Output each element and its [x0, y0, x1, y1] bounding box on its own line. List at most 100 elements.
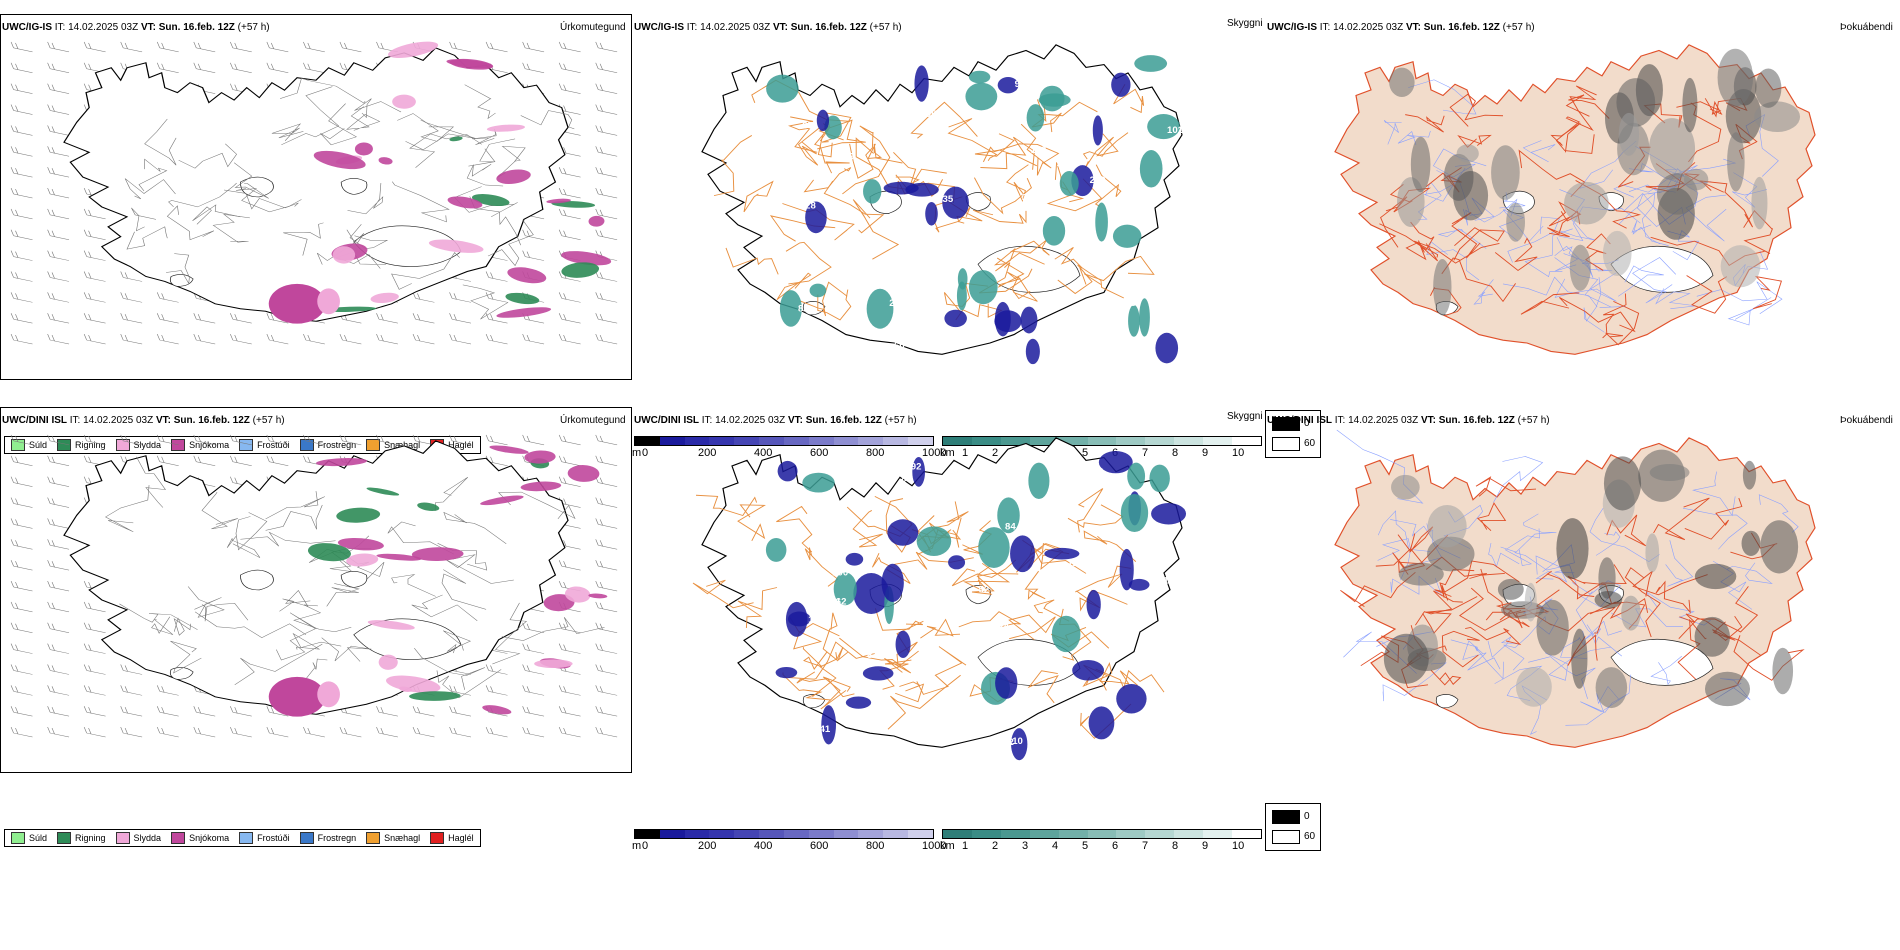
visibility-panel: 83 94 101 95 70 85 85 135 118 129 60 41 82 281 249 200 7… [632, 14, 1264, 380]
glacier-outline [1610, 638, 1714, 686]
tick-label: 600 [810, 447, 829, 459]
glacier-outline [240, 569, 274, 591]
colorbar-step [1087, 830, 1117, 838]
legend-label: Frostregn [317, 833, 357, 843]
run-header: UWC/DINI ISL IT: 14.02.2025 03Z VT: Sun.… [1267, 415, 1550, 426]
visibility-value: 85 [844, 83, 855, 93]
legend-swatch [366, 439, 381, 451]
precip-map [10, 434, 618, 738]
model-name: UWC/IG-IS [2, 22, 52, 33]
visibility-value: 188 [808, 615, 824, 625]
unit-label: km [940, 447, 955, 459]
legend-swatch [239, 439, 254, 451]
glacier-outline [1435, 694, 1459, 709]
visibility-colorbar: km 1 2 3 4 5 6 7 8 9 10 [940, 829, 1262, 855]
visibility-value: 70 [892, 325, 903, 335]
legend-label: Snjókoma [189, 440, 230, 450]
colorbar-step [1029, 830, 1059, 838]
tick-label: 10 [1232, 840, 1245, 852]
fog-legend: 0 60 [1265, 803, 1321, 851]
lead-time: (+57 h) [1502, 22, 1535, 33]
visibility-value: 88 [901, 474, 912, 484]
issue-time: IT: 14.02.2025 03Z [1319, 22, 1404, 33]
legend-label: 0 [1304, 418, 1310, 429]
legend-item: Súld [11, 832, 47, 844]
visibility-value: 41 [829, 291, 840, 301]
legend-label: 0 [1304, 811, 1310, 822]
legend-label: Haglél [448, 440, 474, 450]
visibility-value: 41 [820, 724, 831, 734]
colorbar-step [659, 830, 685, 838]
visibility-areas [766, 55, 1180, 365]
legend-label: Haglél [448, 833, 474, 843]
visibility-value: 72 [1121, 107, 1132, 117]
tick-label: 3 [1022, 840, 1029, 852]
tick-label: 2 [992, 840, 999, 852]
colorbar-step [1116, 437, 1146, 445]
legend-swatch [1272, 810, 1300, 824]
legend-label: Rigning [75, 440, 106, 450]
colorbar-step [684, 830, 710, 838]
tick-label: 6 [1112, 840, 1119, 852]
valid-label: VT: [1420, 415, 1436, 426]
glacier-outline [340, 571, 368, 588]
legend-label: Snæhagl [384, 833, 421, 843]
glacier-outline [965, 585, 991, 605]
tick-label: 7 [1142, 447, 1149, 459]
issue-time: IT: 14.02.2025 03Z [701, 415, 786, 426]
legend-swatch [239, 832, 254, 844]
valid-label: VT: [787, 415, 803, 426]
colorbar-step [833, 830, 859, 838]
colorbar-step [908, 437, 933, 445]
run-header: UWC/IG-IS IT: 14.02.2025 03Z VT: Sun. 16… [634, 22, 902, 33]
legend-item: Frostregn [299, 832, 357, 844]
legend-swatch [1272, 830, 1300, 844]
tick-label: 200 [698, 840, 717, 852]
height-colorbar: m 0 200 400 600 800 1000 [632, 436, 946, 462]
visibility-value: 82 [798, 304, 809, 314]
precip-panel-title: Úrkomutegund [560, 415, 626, 426]
tick-label: 9 [1202, 840, 1209, 852]
colorbar-step [971, 437, 1001, 445]
iceland-coastline [701, 437, 1183, 748]
visibility-value: 92 [911, 462, 922, 472]
colorbar-step [1087, 437, 1117, 445]
colorbar-step [1000, 830, 1030, 838]
colorbar-step [908, 830, 933, 838]
visibility-value: 85 [802, 121, 813, 131]
colorbar-step [1058, 437, 1088, 445]
precip-areas [268, 41, 612, 324]
legend-label: Frostregn [317, 440, 357, 450]
visibility-labels: 83 94 101 95 70 85 85 135 118 129 60 41 82 281 249 200 7… [798, 79, 1183, 350]
valid-time: Sun. 16.feb. 12Z [158, 22, 235, 33]
visibility-value: 128 [800, 201, 816, 211]
tick-label: 800 [866, 447, 885, 459]
visibility-value: 249 [1094, 91, 1110, 101]
valid-label: VT: [1405, 22, 1421, 33]
colorbar-step [734, 437, 760, 445]
model-name: UWC/DINI ISL [2, 415, 67, 426]
visibility-panel-title: Skyggni [1227, 411, 1263, 422]
tick-label: 800 [866, 840, 885, 852]
colorbar-step [1174, 830, 1204, 838]
tick-label: 1000 [922, 840, 947, 852]
colorbar-step [1232, 437, 1261, 445]
legend-item: Haglél [430, 832, 474, 844]
colorbar-step [1029, 437, 1059, 445]
iceland-coastline [63, 440, 569, 715]
valid-time: Sun. 16.feb. 12Z [1423, 22, 1500, 33]
visibility-areas [765, 451, 1187, 761]
visibility-value: 133 [1052, 527, 1068, 537]
visibility-value: 106 [825, 597, 841, 607]
run-header: UWC/IG-IS IT: 14.02.2025 03Z VT: Sun. 16… [1267, 22, 1535, 33]
issue-time: IT: 14.02.2025 03Z [1334, 415, 1419, 426]
run-header: UWC/IG-IS IT: 14.02.2025 03Z VT: Sun. 16… [2, 22, 270, 33]
precip-type-panel [0, 407, 632, 773]
colorbar-step [1174, 437, 1204, 445]
visibility-value: 200 [1090, 176, 1106, 186]
colorbar-step [1145, 830, 1175, 838]
visibility-value: 34 [1022, 193, 1034, 203]
legend-label: Slydda [133, 833, 162, 843]
issue-time: IT: 14.02.2025 03Z [54, 22, 139, 33]
colorbar-step [943, 437, 972, 445]
